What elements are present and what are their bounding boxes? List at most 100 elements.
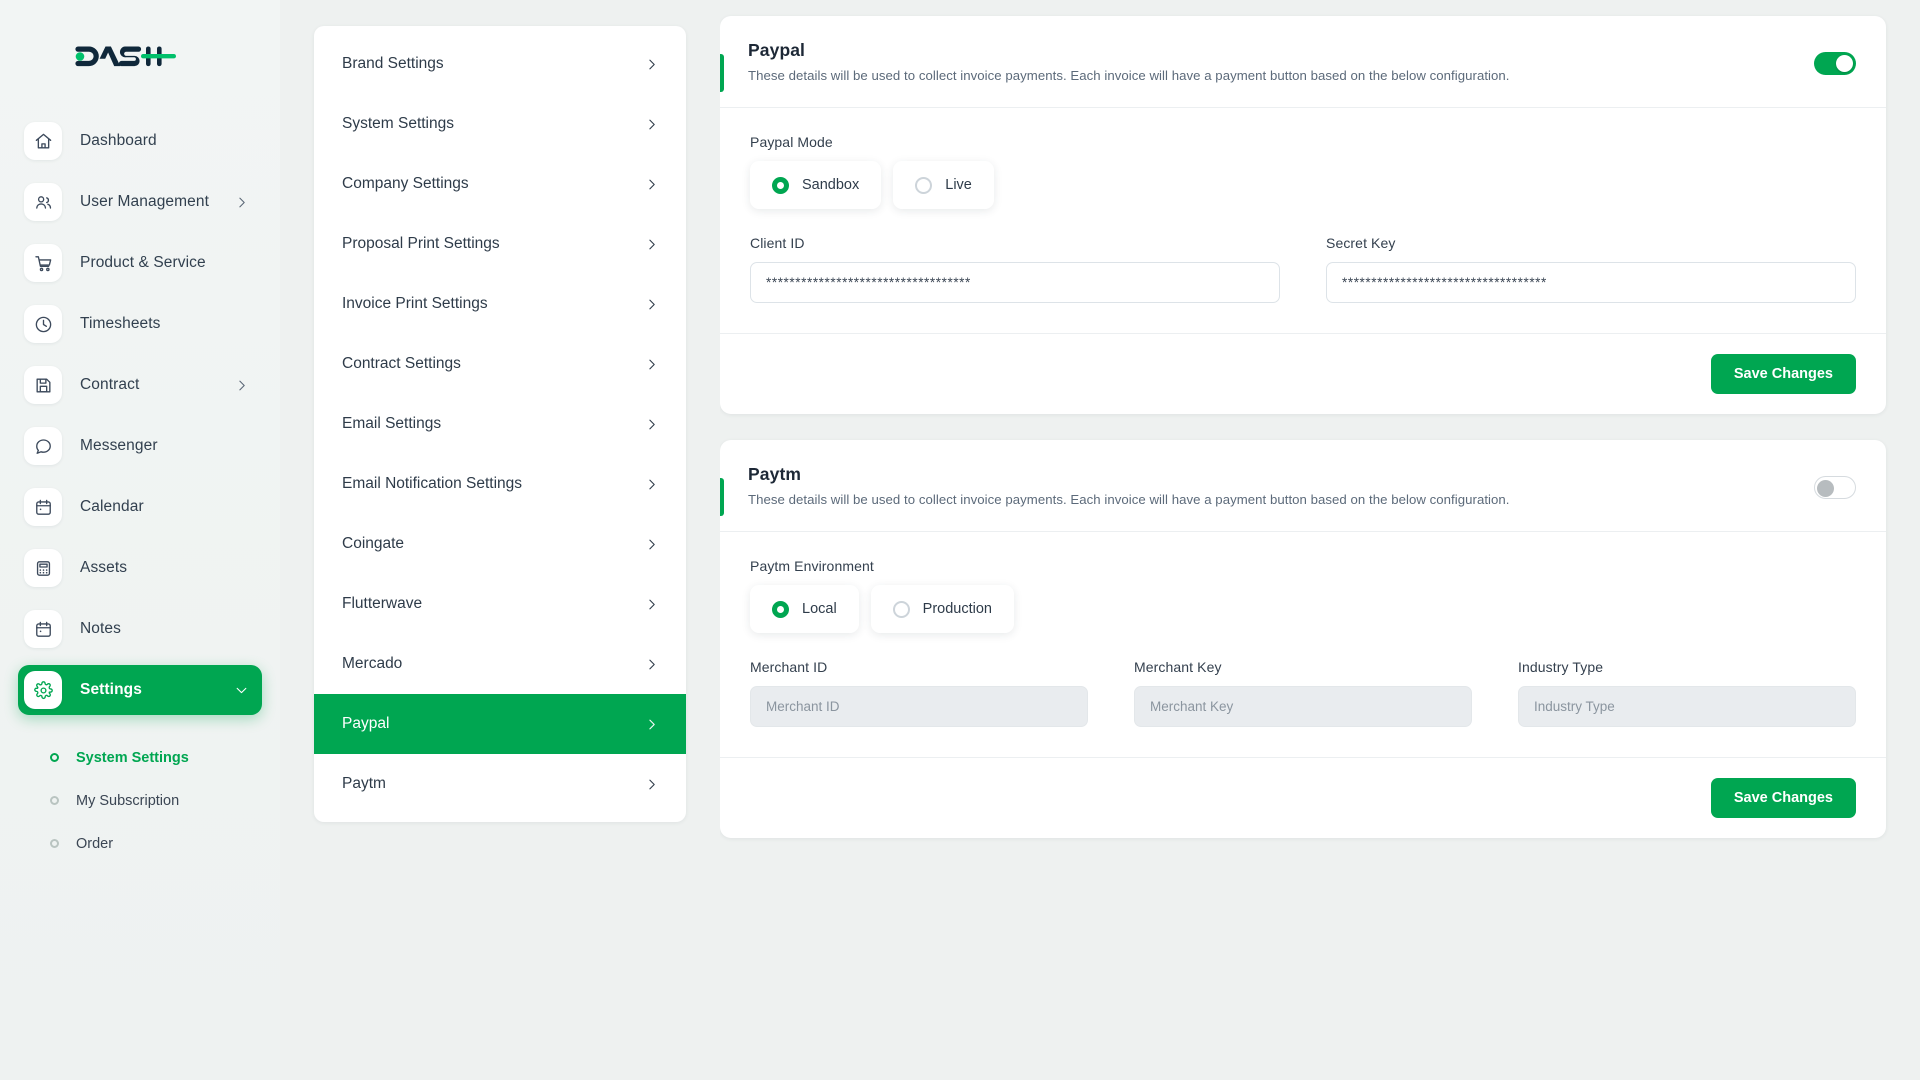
menu-item-label: Paypal [342,715,390,732]
merchant-id-input[interactable] [750,686,1088,727]
menu-item-label: Contract Settings [342,355,461,372]
sidebar-item-settings[interactable]: Settings [18,665,262,715]
radio-dot-icon [772,176,789,194]
sidebar-item-contract[interactable]: Contract [18,360,262,410]
menu-item-label: System Settings [342,115,454,132]
calendar-icon [24,610,62,648]
menu-item-proposal-print-settings[interactable]: Proposal Print Settings [314,214,686,274]
paypal-save-changes-button[interactable]: Save Changes [1710,354,1856,394]
chevron-right-icon [645,598,658,611]
radio-option-sandbox[interactable]: Sandbox [750,161,882,209]
subnav-item-order[interactable]: Order [50,822,280,865]
paytm-card: Paytm These details will be used to coll… [720,440,1886,838]
menu-item-system-settings[interactable]: System Settings [314,94,686,154]
paytm-description: These details will be used to collect in… [748,492,1510,507]
menu-item-contract-settings[interactable]: Contract Settings [314,334,686,394]
menu-item-label: Invoice Print Settings [342,295,488,312]
sidebar-item-label: Notes [80,620,121,637]
menu-item-label: Email Notification Settings [342,475,523,492]
paypal-card: Paypal These details will be used to col… [720,16,1886,414]
secret-key-input[interactable] [1326,262,1856,303]
menu-item-invoice-print-settings[interactable]: Invoice Print Settings [314,274,686,334]
sidebar-item-dashboard[interactable]: Dashboard [18,116,262,166]
chevron-right-icon [645,238,658,251]
sidebar-item-label: Messenger [80,437,158,454]
radio-option-live[interactable]: Live [893,161,994,209]
subnav-item-label: System Settings [76,749,189,766]
paytm-enable-toggle[interactable] [1814,476,1856,499]
radio-option-production[interactable]: Production [870,585,1014,633]
paypal-card-body: Paypal Mode Sandbox Live Client ID [720,108,1886,333]
menu-item-email-notification-settings[interactable]: Email Notification Settings [314,454,686,514]
menu-item-paypal[interactable]: Paypal [314,694,686,754]
sidebar-item-messenger[interactable]: Messenger [18,421,262,471]
chevron-right-icon [645,778,658,791]
paytm-save-changes-button[interactable]: Save Changes [1710,778,1856,818]
chevron-right-icon [645,358,658,371]
paypal-enable-toggle[interactable] [1814,52,1856,75]
sidebar-item-label: Settings [80,681,142,698]
merchant-key-input[interactable] [1134,686,1472,727]
menu-item-brand-settings[interactable]: Brand Settings [314,34,686,94]
client-id-input[interactable] [750,262,1280,303]
menu-item-label: Mercado [342,655,403,672]
main-nav: Dashboard User Management Product & Serv… [0,116,280,715]
sidebar-item-label: Timesheets [80,315,161,332]
home-icon [24,122,62,160]
sidebar-item-timesheets[interactable]: Timesheets [18,299,262,349]
chevron-right-icon [645,178,658,191]
settings-menu-column: Brand Settings System Settings Company S… [280,0,720,1080]
calendar-icon [24,488,62,526]
radio-dot-icon [915,176,933,194]
menu-item-label: Company Settings [342,175,469,192]
menu-item-flutterwave[interactable]: Flutterwave [314,574,686,634]
merchant-key-label: Merchant Key [1134,659,1222,675]
sidebar-item-assets[interactable]: Assets [18,543,262,593]
sidebar-item-notes[interactable]: Notes [18,604,262,654]
paypal-mode-label: Paypal Mode [750,134,833,150]
radio-label: Live [945,177,972,193]
sidebar-item-label: Contract [80,376,140,393]
radio-dot-icon [772,600,789,618]
menu-item-label: Paytm [342,775,386,792]
paytm-card-header: Paytm These details will be used to coll… [720,440,1886,532]
menu-item-company-settings[interactable]: Company Settings [314,154,686,214]
radio-label: Local [802,601,837,617]
calculator-icon [24,549,62,587]
bullet-icon [50,753,59,762]
industry-type-field: Industry Type [1518,659,1856,727]
sidebar-item-label: User Management [80,193,210,210]
subnav-item-system-settings[interactable]: System Settings [50,736,280,779]
subnav-item-label: Order [76,835,114,852]
menu-item-email-settings[interactable]: Email Settings [314,394,686,454]
sidebar-item-calendar[interactable]: Calendar [18,482,262,532]
sidebar-item-user-management[interactable]: User Management [18,177,262,227]
menu-item-label: Coingate [342,535,405,552]
chevron-right-icon [645,298,658,311]
dash-wordmark-icon [75,46,176,67]
secret-key-label: Secret Key [1326,235,1396,251]
sidebar-item-label: Product & Service [80,254,206,271]
users-icon [24,183,62,221]
paypal-credentials-row: Client ID Secret Key [750,235,1856,303]
menu-item-paytm[interactable]: Paytm [314,754,686,814]
accent-bar [720,478,724,516]
settings-subnav: System Settings My Subscription Order [0,726,280,865]
chevron-right-icon [645,478,658,491]
chevron-down-icon [235,684,248,697]
paytm-title: Paytm [748,464,802,484]
menu-item-coingate[interactable]: Coingate [314,514,686,574]
menu-item-mercado[interactable]: Mercado [314,634,686,694]
chevron-right-icon [645,118,658,131]
chevron-right-icon [235,379,248,392]
sidebar-item-product-service[interactable]: Product & Service [18,238,262,288]
sidebar-item-label: Calendar [80,498,144,515]
subnav-item-my-subscription[interactable]: My Subscription [50,779,280,822]
radio-option-local[interactable]: Local [750,585,859,633]
menu-item-label: Brand Settings [342,55,444,72]
merchant-id-label: Merchant ID [750,659,828,675]
industry-type-input[interactable] [1518,686,1856,727]
logo[interactable] [0,22,280,90]
merchant-id-field: Merchant ID [750,659,1088,727]
chat-icon [24,427,62,465]
